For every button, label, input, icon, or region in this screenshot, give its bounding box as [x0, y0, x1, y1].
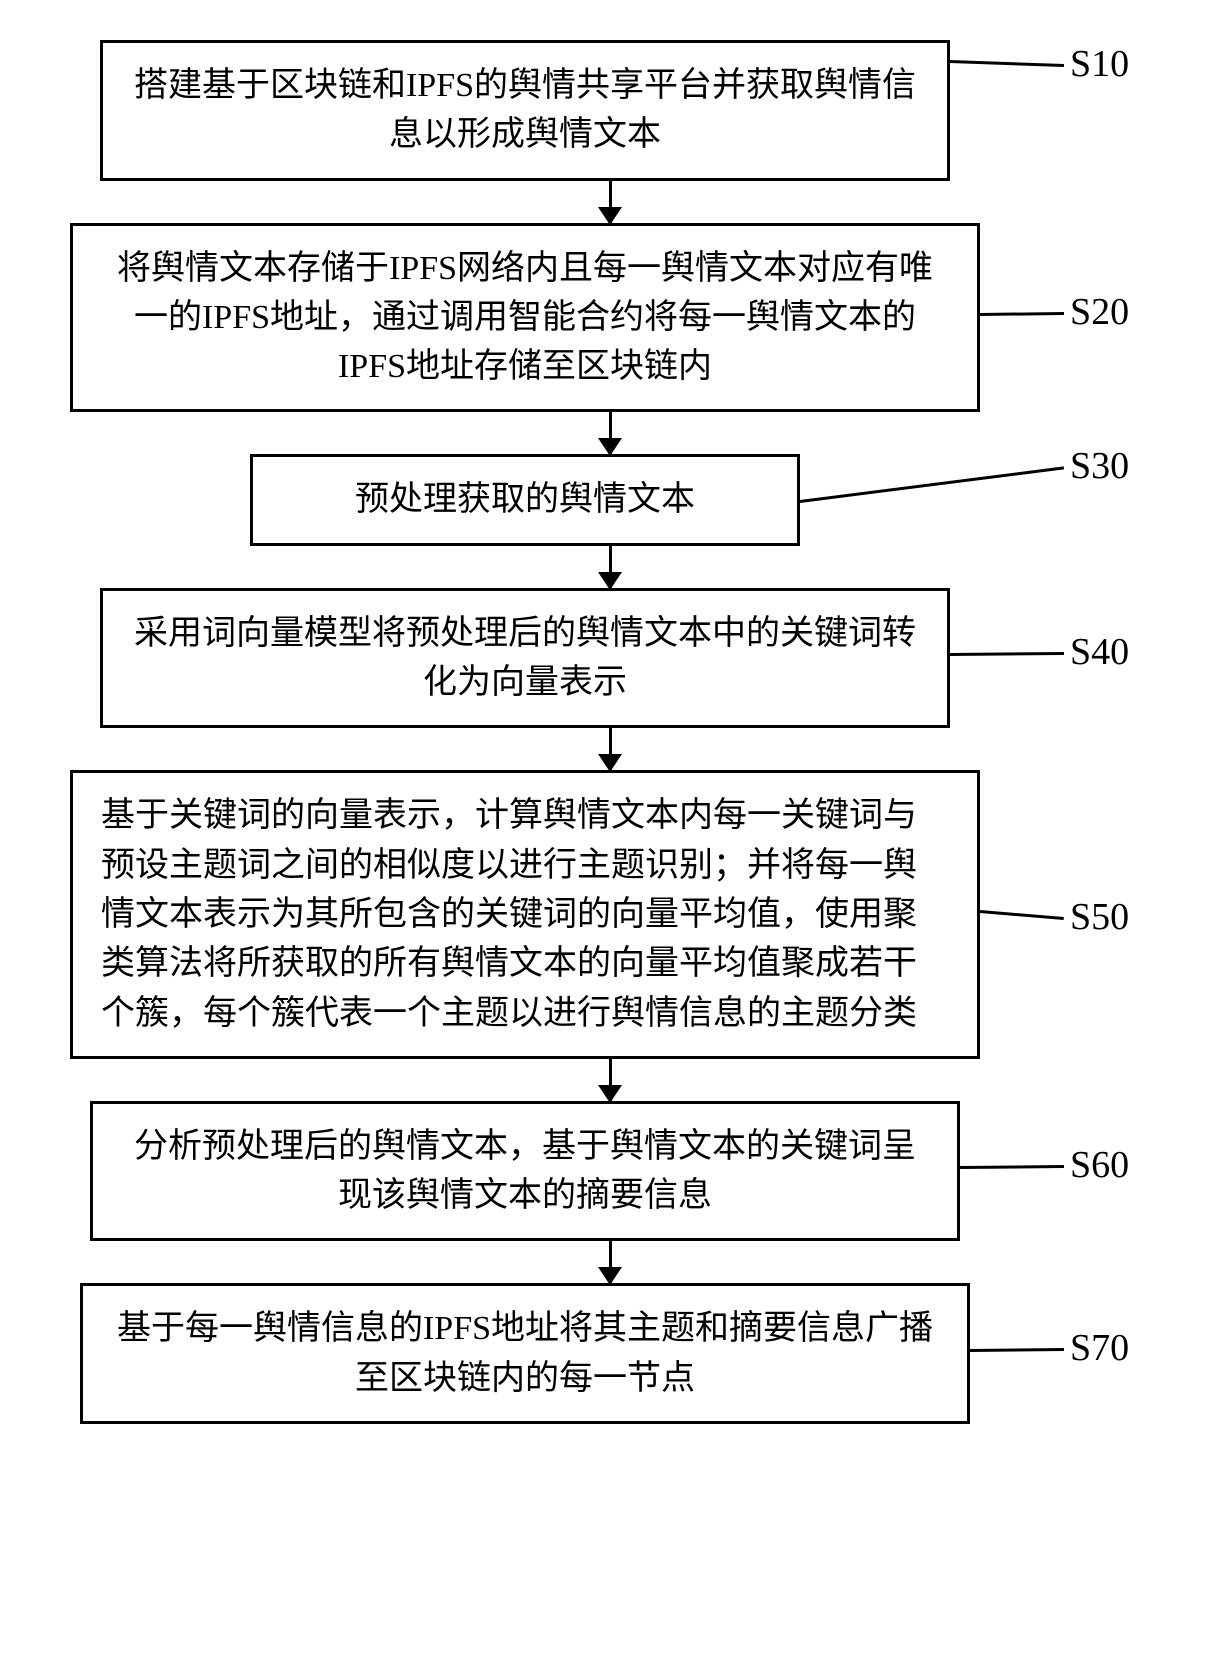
- step-s70: 基于每一舆情信息的IPFS地址将其主题和摘要信息广播至区块链内的每一节点: [70, 1283, 1150, 1424]
- arrow-icon: [609, 546, 612, 588]
- step-s20: 将舆情文本存储于IPFS网络内且每一舆情文本对应有唯一的IPFS地址，通过调用智…: [70, 223, 1150, 455]
- step-s10: 搭建基于区块链和IPFS的舆情共享平台并获取舆情信息以形成舆情文本: [70, 40, 1150, 223]
- step-label-s30: S30: [1070, 444, 1129, 488]
- step-text-s10: 搭建基于区块链和IPFS的舆情共享平台并获取舆情信息以形成舆情文本: [134, 67, 916, 153]
- step-label-s50: S50: [1070, 895, 1129, 939]
- step-s50: 基于关键词的向量表示，计算舆情文本内每一关键词与预设主题词之间的相似度以进行主题…: [70, 770, 1150, 1100]
- step-box-s30: 预处理获取的舆情文本: [250, 454, 800, 545]
- step-text-s50: 基于关键词的向量表示，计算舆情文本内每一关键词与预设主题词之间的相似度以进行主题…: [101, 797, 917, 1031]
- step-box-s60: 分析预处理后的舆情文本，基于舆情文本的关键词呈现该舆情文本的摘要信息: [90, 1101, 960, 1242]
- step-label-s10: S10: [1070, 42, 1129, 86]
- step-text-s40: 采用词向量模型将预处理后的舆情文本中的关键词转化为向量表示: [134, 615, 916, 701]
- step-text-s70: 基于每一舆情信息的IPFS地址将其主题和摘要信息广播至区块链内的每一节点: [117, 1310, 933, 1396]
- step-box-s50: 基于关键词的向量表示，计算舆情文本内每一关键词与预设主题词之间的相似度以进行主题…: [70, 770, 980, 1058]
- step-text-s30: 预处理获取的舆情文本: [355, 481, 695, 518]
- arrow-icon: [609, 1241, 612, 1283]
- arrow-icon: [609, 1059, 612, 1101]
- connector-line-icon: [980, 312, 1064, 316]
- step-s60: 分析预处理后的舆情文本，基于舆情文本的关键词呈现该舆情文本的摘要信息: [70, 1101, 1150, 1284]
- step-label-s70: S70: [1070, 1326, 1129, 1370]
- step-s30: 预处理获取的舆情文本: [70, 454, 1150, 587]
- flowchart-container: 搭建基于区块链和IPFS的舆情共享平台并获取舆情信息以形成舆情文本 将舆情文本存…: [70, 40, 1150, 1424]
- step-box-s10: 搭建基于区块链和IPFS的舆情共享平台并获取舆情信息以形成舆情文本: [100, 40, 950, 181]
- arrow-icon: [609, 181, 612, 223]
- arrow-icon: [609, 728, 612, 770]
- step-box-s70: 基于每一舆情信息的IPFS地址将其主题和摘要信息广播至区块链内的每一节点: [80, 1283, 970, 1424]
- step-label-s40: S40: [1070, 630, 1129, 674]
- arrow-icon: [609, 412, 612, 454]
- step-text-s20: 将舆情文本存储于IPFS网络内且每一舆情文本对应有唯一的IPFS地址，通过调用智…: [117, 250, 933, 386]
- step-s40: 采用词向量模型将预处理后的舆情文本中的关键词转化为向量表示: [70, 588, 1150, 771]
- step-label-s60: S60: [1070, 1143, 1129, 1187]
- step-label-s20: S20: [1070, 290, 1129, 334]
- step-box-s20: 将舆情文本存储于IPFS网络内且每一舆情文本对应有唯一的IPFS地址，通过调用智…: [70, 223, 980, 413]
- step-text-s60: 分析预处理后的舆情文本，基于舆情文本的关键词呈现该舆情文本的摘要信息: [134, 1128, 916, 1214]
- connector-line-icon: [970, 1348, 1064, 1352]
- step-box-s40: 采用词向量模型将预处理后的舆情文本中的关键词转化为向量表示: [100, 588, 950, 729]
